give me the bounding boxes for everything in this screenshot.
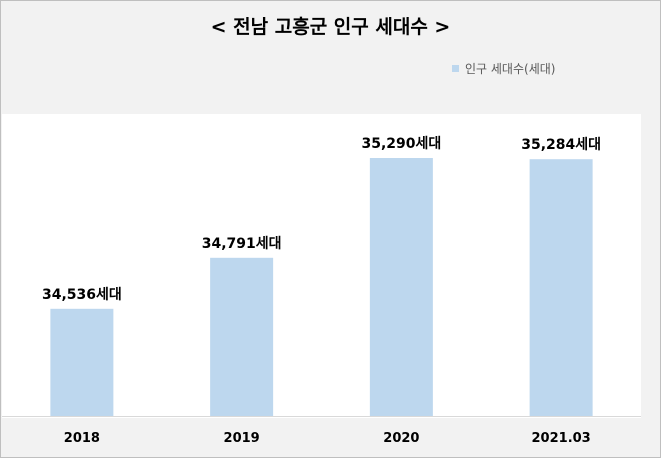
bar-2021.03 [529,159,593,416]
data-label-2019: 34,791세대 [202,236,282,252]
bar-2020 [369,158,433,416]
legend-label: 인구 세대수(세대) [465,62,556,76]
data-label-2020: 35,290세대 [361,136,441,152]
x-tick-label-2020: 2020 [383,431,419,446]
data-label-2021.03: 35,284세대 [521,137,601,153]
bar-2018 [50,308,114,416]
legend: 인구 세대수(세대) [452,60,555,77]
bar-2019 [210,257,274,416]
x-tick-label-2018: 2018 [64,431,100,446]
chart-title: < 전남 고흥군 인구 세대수 > [210,16,451,38]
x-tick-label-2021.03: 2021.03 [532,431,591,446]
x-tick-label-2019: 2019 [224,431,260,446]
legend-swatch [452,65,459,72]
data-label-2018: 34,536세대 [42,287,122,303]
